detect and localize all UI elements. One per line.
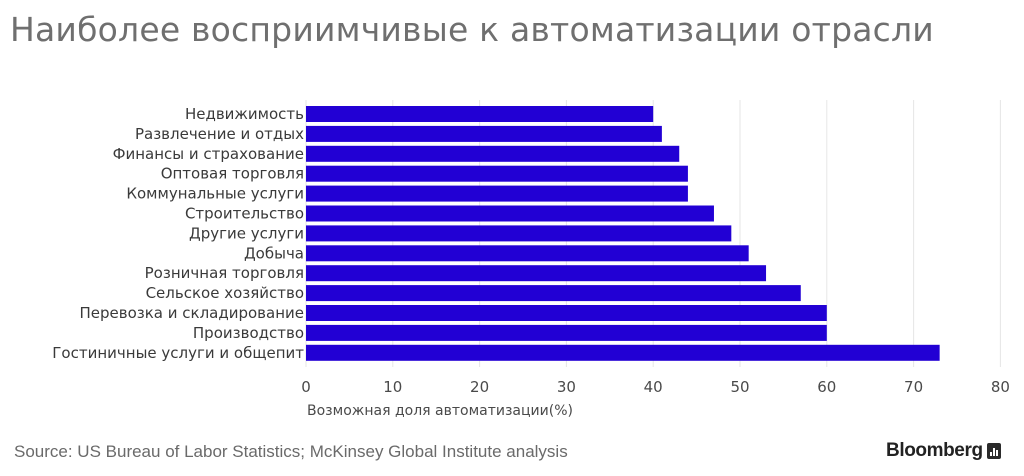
bar [306, 106, 654, 122]
bar [306, 344, 940, 361]
bloomberg-logo: Bloomberg [886, 439, 1001, 463]
bar [306, 185, 688, 202]
x-tick-label: 0 [301, 378, 311, 396]
category-label: Добыча [244, 244, 304, 262]
bar [306, 205, 714, 222]
bar [306, 265, 767, 282]
bar [306, 245, 749, 262]
bloomberg-mark-icon [986, 443, 1001, 459]
category-labels: Недвижимость Развлечение и отдых Финансы и… [52, 105, 304, 362]
bar [306, 305, 827, 321]
source-note: Source: US Bureau of Labor Statistics; M… [14, 442, 568, 461]
category-label: Строительство [185, 205, 304, 223]
x-axis-title: Возможная доля автоматизации(%) [307, 403, 573, 419]
chart-title: Наиболее восприимчивые к автоматизации о… [10, 10, 934, 49]
bar [306, 285, 801, 302]
bar [306, 145, 680, 162]
x-tick-label: 80 [991, 378, 1010, 396]
category-label: Развлечение и отдых [135, 125, 304, 143]
bar [306, 324, 827, 341]
x-tick-label: 30 [557, 378, 576, 396]
x-tick-label: 50 [730, 378, 749, 396]
category-label: Другие услуги [189, 224, 304, 242]
category-label: Перевозка и складирование [79, 304, 304, 322]
category-label: Сельское хозяйство [146, 284, 304, 302]
brand-name: Bloomberg [886, 440, 983, 461]
x-tick-label: 20 [470, 378, 489, 396]
x-tick-label: 10 [383, 378, 402, 396]
category-label: Финансы и страхование [113, 145, 304, 163]
bars [306, 106, 940, 361]
x-tick-labels: 0 10 20 30 40 50 60 70 80 [301, 378, 1010, 396]
category-label: Гостиничные услуги и общепит [52, 344, 304, 362]
category-label: Производство [193, 324, 304, 342]
x-tick-label: 40 [644, 378, 663, 396]
category-label: Оптовая торговля [161, 165, 304, 183]
bar [306, 225, 732, 242]
category-label: Розничная торговля [145, 264, 304, 282]
category-label: Коммунальные услуги [126, 185, 304, 203]
x-tick-label: 60 [817, 378, 836, 396]
category-label: Недвижимость [185, 105, 304, 123]
x-tick-label: 70 [904, 378, 923, 396]
bar [306, 165, 688, 182]
bar [306, 125, 662, 142]
